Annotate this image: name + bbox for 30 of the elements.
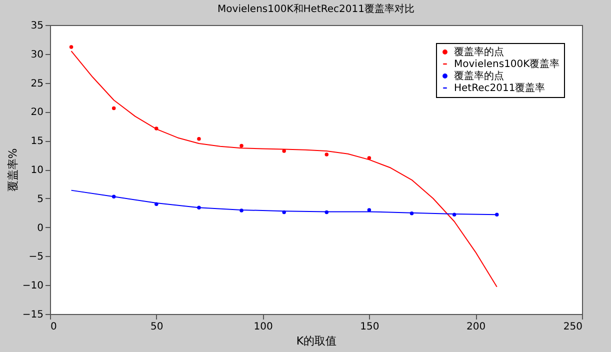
y-tick-label: 25	[30, 78, 44, 90]
y-tick-label: 15	[30, 136, 44, 148]
chart-title: Movielens100K和HetRec2011覆盖率对比	[218, 3, 414, 15]
point	[240, 144, 244, 148]
x-tick-label: 200	[466, 322, 486, 332]
x-tick-label: 0	[50, 322, 57, 332]
y-axis-title: 覆盖率%	[6, 148, 20, 192]
legend-label: 覆盖率的点	[454, 46, 504, 58]
y-tick-label: 30	[30, 49, 44, 60]
x-tick-label: 250	[563, 322, 582, 332]
y-tick-label: 20	[30, 107, 44, 118]
y-tick-label: −5	[28, 252, 44, 263]
point	[282, 149, 286, 153]
y-tick-label: −15	[22, 310, 44, 320]
x-tick-label: 100	[254, 322, 273, 332]
x-tick-label: 50	[150, 322, 164, 332]
x-tick-label: 150	[360, 322, 380, 332]
y-tick-label: −10	[22, 280, 44, 292]
legend-label: Movielens100K覆盖率	[454, 58, 560, 70]
legend-label: 覆盖率的点	[454, 70, 504, 82]
x-axis-title: K的取值	[296, 334, 337, 348]
y-tick-label: 0	[37, 222, 44, 234]
y-tick-label: 35	[30, 20, 44, 32]
point	[197, 137, 201, 141]
y-tick-label: 5	[37, 194, 44, 205]
y-tick-label: 10	[30, 165, 44, 176]
legend-label: HetRec2011覆盖率	[454, 82, 546, 94]
point	[112, 106, 116, 110]
point	[69, 45, 74, 49]
point	[324, 152, 329, 156]
